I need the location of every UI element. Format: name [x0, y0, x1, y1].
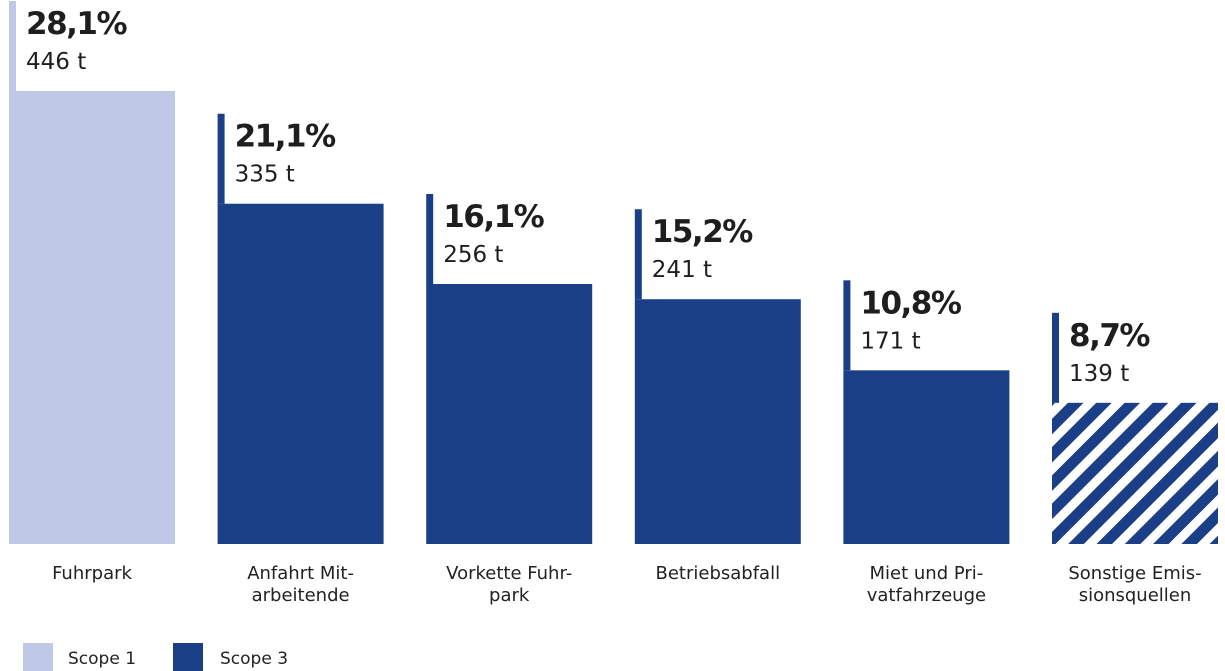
value-label-3: 256 t — [443, 242, 503, 268]
category-labels-group: Fuhrpark Anfahrt Mit-arbeitende Vorkette F… — [52, 563, 1202, 606]
category-label-4-line-1: Betriebsabfall — [656, 563, 781, 584]
bar-2 — [217, 203, 384, 544]
category-label-2-line-2: arbeitende — [252, 585, 350, 606]
bar-label-accent-4 — [634, 209, 642, 300]
value-label-2: 335 t — [235, 162, 295, 188]
bar-label-accent-2 — [217, 113, 225, 204]
bar-label-accent-3 — [426, 193, 434, 284]
category-label-5-line-1: Miet und Pri- — [870, 563, 984, 584]
percent-label-6: 8,7% — [1069, 318, 1150, 354]
category-label-6-line-1: Sonstige Emis- — [1068, 563, 1201, 584]
bar-4 — [634, 299, 801, 544]
bars-group — [9, 1, 1218, 544]
category-label-3-line-2: park — [489, 585, 530, 606]
legend: Scope 1 Scope 3 — [23, 643, 288, 671]
category-label-2-line-1: Anfahrt Mit- — [247, 563, 354, 584]
value-label-6: 139 t — [1069, 361, 1129, 387]
bar-5 — [843, 370, 1010, 544]
legend-label-scope-1: Scope 1 — [68, 649, 136, 669]
legend-label-scope-3: Scope 3 — [220, 649, 288, 669]
category-label-1-line-1: Fuhrpark — [52, 563, 132, 584]
category-label-5-line-2: vatfahrzeuge — [867, 585, 986, 606]
legend-swatch-scope-3 — [173, 643, 203, 671]
bar-3 — [426, 283, 593, 544]
labels-group: 28,1% 446 t 21,1% 335 t 16,1% 256 t 15,2% 241 t… — [26, 6, 1152, 387]
value-label-1: 446 t — [26, 49, 86, 75]
bar-label-accent-5 — [843, 280, 851, 371]
bar-label-accent-6 — [1052, 312, 1059, 403]
legend-swatch-scope-1 — [23, 643, 53, 671]
category-label-6-line-2: sionsquellen — [1079, 585, 1192, 606]
percent-label-2: 21,1% — [235, 119, 336, 155]
value-label-4: 241 t — [652, 257, 712, 283]
bar-6 — [1052, 402, 1218, 544]
bar-label-accent-1 — [9, 1, 16, 91]
percent-label-1: 28,1% — [26, 6, 127, 42]
percent-label-3: 16,1% — [443, 199, 544, 235]
category-label-3-line-1: Vorkette Fuhr- — [446, 563, 572, 584]
percent-label-5: 10,8% — [860, 285, 961, 321]
bar-1 — [9, 91, 175, 544]
percent-label-4: 15,2% — [652, 214, 753, 250]
value-label-5: 171 t — [860, 328, 920, 354]
